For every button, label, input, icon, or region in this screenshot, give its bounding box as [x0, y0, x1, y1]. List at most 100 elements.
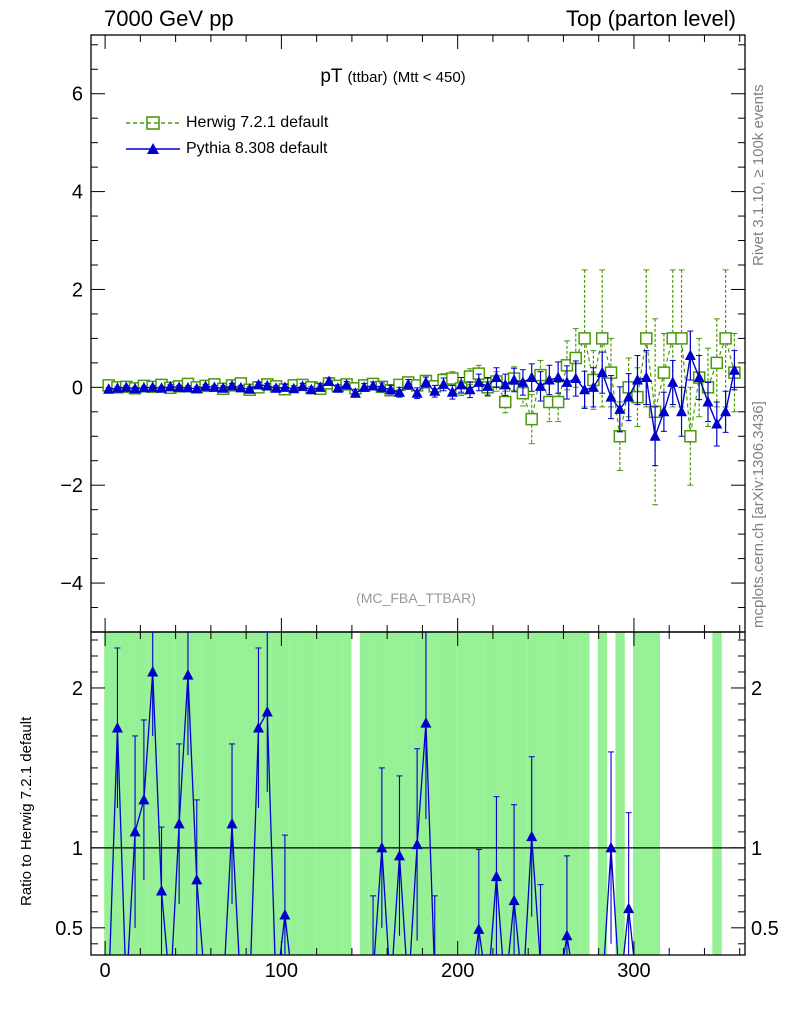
- ratio-band-inner: [183, 632, 193, 955]
- pythia-point: [235, 381, 247, 393]
- pythia-point: [120, 381, 132, 392]
- pythia-point: [111, 382, 123, 393]
- pythia-point: [341, 378, 353, 390]
- ratio-y-tick-label-right: 1: [751, 838, 762, 860]
- analysis-reference: (MC_FBA_TTBAR): [356, 590, 476, 606]
- ratio-point: [156, 885, 168, 896]
- pythia-point: [693, 371, 705, 383]
- ratio-band-inner: [615, 632, 625, 955]
- pythia-point: [649, 430, 661, 441]
- herwig-point: [578, 332, 591, 345]
- main-plot-area: [102, 269, 741, 506]
- ratio-y-tick-label: 2: [72, 678, 83, 700]
- herwig-point: [499, 395, 512, 409]
- herwig-point: [613, 430, 627, 443]
- y-tick-label: 4: [72, 182, 83, 204]
- herwig-point: [595, 332, 609, 345]
- ratio-band-inner: [157, 632, 167, 955]
- pythia-point: [297, 380, 309, 391]
- herwig-point: [551, 395, 565, 409]
- ratio-band-inner: [430, 632, 440, 955]
- pythia-point: [226, 379, 238, 391]
- pythia-point: [535, 380, 547, 391]
- herwig-point: [675, 332, 688, 345]
- ratio-band-inner: [280, 632, 290, 955]
- pythia-point: [393, 386, 405, 397]
- pythia-point: [526, 371, 538, 383]
- ratio-point: [226, 817, 238, 829]
- pythia-point: [244, 383, 256, 394]
- pythia-point: [385, 383, 397, 395]
- pythia-point: [631, 373, 643, 385]
- herwig-point: [525, 412, 538, 426]
- herwig-point: [684, 430, 697, 443]
- pythia-point: [570, 372, 582, 384]
- process-label: Top (parton level): [566, 6, 736, 31]
- herwig-point: [710, 356, 724, 370]
- ratio-point: [526, 830, 538, 842]
- pythia-point: [490, 371, 502, 383]
- pythia-point: [596, 366, 608, 378]
- ratio-band-inner: [474, 632, 484, 955]
- pythia-point: [208, 381, 220, 392]
- legend-entry-pythia: Pythia 8.308 default: [126, 136, 328, 162]
- pythia-point: [667, 376, 679, 387]
- pythia-point: [543, 373, 555, 385]
- plot-title-main: pT: [320, 66, 343, 87]
- plot-title: pT (ttbar) (Mtt < 450): [0, 66, 786, 88]
- pythia-point: [288, 382, 300, 394]
- ratio-band-inner: [315, 632, 326, 955]
- ratio-series: [109, 632, 635, 955]
- ratio-point: [129, 825, 141, 837]
- ratio-band-inner: [324, 632, 334, 955]
- ratio-band-inner: [262, 632, 273, 955]
- ratio-line: [109, 671, 635, 955]
- pythia-point: [446, 386, 458, 397]
- ratio-frame: [90, 631, 746, 956]
- pythia-point: [711, 418, 723, 429]
- ratio-band-inner: [641, 632, 652, 955]
- ratio-band-inner: [245, 632, 255, 955]
- pythia-point: [482, 380, 494, 391]
- pythia-point: [402, 378, 414, 389]
- ratio-point: [393, 849, 405, 861]
- ratio-band-inner: [712, 632, 722, 955]
- pythia-point: [455, 378, 467, 390]
- ratio-point: [420, 717, 432, 728]
- ratio-point: [411, 838, 423, 850]
- pythia-point: [200, 380, 212, 391]
- rivet-version-label: Rivet 3.1.10, ≥ 100k events: [750, 84, 767, 266]
- ratio-y-tick-label: 1: [72, 838, 83, 860]
- mcplots-label: mcplots.cern.ch [arXiv:1306.3436]: [750, 401, 767, 628]
- pythia-point: [314, 381, 326, 392]
- ratio-band-inner: [597, 632, 608, 955]
- ratio-point: [279, 909, 291, 920]
- ratio-band-inner: [298, 632, 308, 955]
- ratio-band-inner: [121, 632, 132, 955]
- pythia-point: [658, 405, 670, 417]
- x-tick-label: 200: [441, 960, 474, 982]
- pythia-point: [587, 381, 599, 392]
- pythia-point: [473, 376, 485, 387]
- ratio-point: [490, 870, 502, 882]
- ratio-band-inner: [306, 632, 317, 955]
- pythia-point: [103, 383, 115, 394]
- ratio-point: [473, 923, 485, 934]
- pythia-point: [640, 371, 652, 383]
- pythia-point: [684, 349, 696, 361]
- pythia-point: [561, 376, 573, 387]
- ratio-band-inner: [218, 632, 229, 955]
- pythia-point: [252, 378, 264, 390]
- ratio-point: [376, 841, 388, 853]
- ratio-band-inner: [571, 632, 581, 955]
- plot-title-sub1: (ttbar): [347, 69, 388, 86]
- pythia-point: [147, 381, 159, 392]
- ratio-band-inner: [509, 632, 519, 955]
- ratio-band-inner: [333, 632, 343, 955]
- y-tick-label: 0: [72, 377, 83, 399]
- ratio-point: [561, 929, 573, 941]
- pythia-point: [358, 381, 370, 392]
- pythia-series: [103, 330, 740, 467]
- ratio-band-inner: [483, 632, 493, 955]
